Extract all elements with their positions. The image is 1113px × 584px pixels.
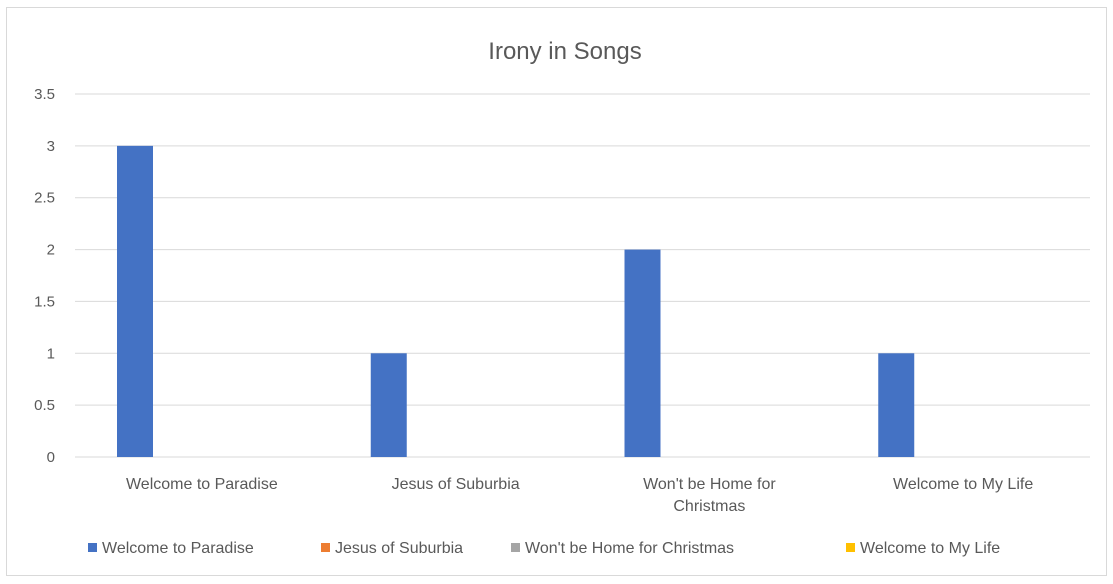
chart-frame bbox=[6, 7, 1107, 576]
x-tick-label: Won't be Home for Christmas bbox=[643, 476, 776, 515]
chart-title: Irony in Songs bbox=[488, 38, 641, 65]
y-tick-label: 2.5 bbox=[34, 190, 55, 207]
legend-swatch bbox=[846, 543, 855, 552]
bar bbox=[370, 353, 407, 457]
x-axis-tick-labels: Welcome to Paradise Jesus of Suburbia Won'… bbox=[126, 476, 1033, 515]
y-tick-label: 0.5 bbox=[34, 397, 55, 414]
y-tick-label: 0 bbox=[47, 449, 55, 466]
legend: Welcome to Paradise Jesus of Suburbia Won'… bbox=[88, 540, 1000, 557]
legend-swatch bbox=[511, 543, 520, 552]
legend-swatch bbox=[88, 543, 97, 552]
legend-label: Jesus of Suburbia bbox=[335, 540, 463, 557]
y-axis-tick-labels: 0 0.5 1 1.5 2 2.5 3 3.5 bbox=[34, 86, 55, 466]
legend-label: Welcome to My Life bbox=[860, 540, 1000, 557]
bar bbox=[117, 145, 153, 457]
bar bbox=[624, 249, 661, 457]
x-tick-label: Welcome to Paradise bbox=[126, 476, 278, 493]
y-tick-label: 1.5 bbox=[34, 293, 55, 310]
y-tick-label: 2 bbox=[47, 242, 55, 259]
legend-swatch bbox=[321, 543, 330, 552]
bar bbox=[878, 353, 915, 457]
gridlines bbox=[75, 93, 1090, 406]
y-tick-label: 1 bbox=[47, 345, 55, 362]
bars bbox=[117, 145, 915, 457]
legend-label: Won't be Home for Christmas bbox=[525, 540, 734, 557]
y-tick-label: 3.5 bbox=[34, 86, 55, 103]
x-tick-label: Jesus of Suburbia bbox=[392, 476, 520, 493]
y-tick-label: 3 bbox=[47, 138, 55, 155]
legend-label: Welcome to Paradise bbox=[102, 540, 254, 557]
x-tick-label: Welcome to My Life bbox=[893, 476, 1033, 493]
